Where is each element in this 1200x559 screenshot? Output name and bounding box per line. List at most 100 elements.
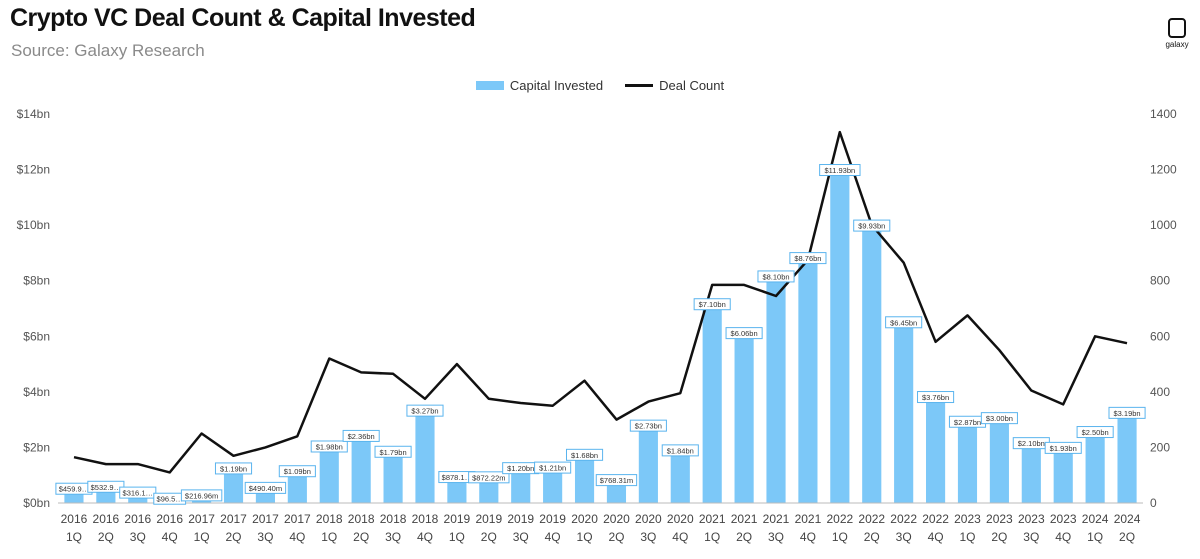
capital-bar: [894, 323, 914, 503]
legend-label-capital: Capital Invested: [509, 78, 604, 93]
data-label: $490.40m: [249, 484, 282, 493]
x-tick-quarter: 3Q: [896, 530, 912, 544]
x-tick-year: 2019: [507, 512, 534, 526]
data-label: $6.06bn: [731, 329, 758, 338]
y-right-tick-label: 1200: [1150, 163, 1177, 177]
data-label-box: [374, 445, 412, 458]
data-label: $1.68bn: [571, 451, 598, 460]
x-tick-year: 2016: [93, 512, 120, 526]
data-label: $1.20bn: [507, 464, 534, 473]
x-tick-quarter: 1Q: [1087, 530, 1103, 544]
x-tick-year: 2020: [603, 512, 630, 526]
y-left-tick-label: $10bn: [17, 218, 50, 232]
x-tick-year: 2021: [731, 512, 758, 526]
x-tick-quarter: 4Q: [800, 530, 816, 544]
y-left-tick-label: $8bn: [23, 274, 50, 288]
x-tick-year: 2022: [890, 512, 917, 526]
x-tick-quarter: 4Q: [928, 530, 944, 544]
legend-item-deals: Deal Count: [625, 78, 724, 93]
x-tick-year: 2023: [954, 512, 981, 526]
x-tick-quarter: 3Q: [768, 530, 784, 544]
data-label: $878.1…: [442, 473, 472, 482]
capital-bar: [543, 469, 563, 503]
x-tick-year: 2020: [667, 512, 694, 526]
data-label-box: [1076, 426, 1114, 439]
data-label-box: [278, 465, 316, 478]
capital-bar: [415, 412, 435, 503]
data-label-box: [629, 419, 667, 432]
data-label: $9.93bn: [858, 222, 885, 231]
capital-bar: [702, 305, 722, 503]
y-left-tick-label: $4bn: [23, 385, 50, 399]
x-tick-quarter: 1Q: [832, 530, 848, 544]
chart-title: Crypto VC Deal Count & Capital Invested: [10, 4, 476, 32]
data-label: $216.96m: [185, 491, 218, 500]
legend-swatch-deals: [625, 84, 654, 87]
x-tick-quarter: 1Q: [704, 530, 720, 544]
data-label: $768.31m: [600, 476, 633, 485]
x-tick-year: 2017: [188, 512, 215, 526]
data-label: $532.9…: [91, 483, 121, 492]
data-label-box: [725, 327, 763, 340]
capital-bar: [638, 427, 658, 503]
data-label-box: [853, 219, 891, 232]
capital-bar: [351, 437, 371, 503]
x-tick-quarter: 1Q: [449, 530, 465, 544]
data-label-box: [119, 486, 157, 499]
x-tick-quarter: 4Q: [672, 530, 688, 544]
x-tick-year: 2017: [252, 512, 279, 526]
capital-bar: [989, 419, 1009, 503]
data-label: $2.10bn: [1018, 439, 1045, 448]
data-label-box: [180, 489, 223, 502]
data-label-box: [244, 481, 287, 494]
capital-bar: [223, 469, 244, 503]
capital-bar: [926, 398, 946, 503]
data-label: $1.98bn: [316, 442, 343, 451]
y-right-tick-label: 1000: [1150, 218, 1177, 232]
data-label: $1.93bn: [1050, 444, 1077, 453]
data-label-box: [917, 391, 955, 404]
capital-bar: [511, 469, 531, 503]
capital-bar: [447, 478, 467, 503]
data-label: $2.50bn: [1082, 428, 1109, 437]
capital-bar: [574, 456, 595, 503]
x-tick-year: 2021: [699, 512, 726, 526]
capital-bar: [734, 334, 754, 503]
x-tick-year: 2021: [795, 512, 822, 526]
x-tick-quarter: 2Q: [736, 530, 752, 544]
x-tick-year: 2016: [61, 512, 88, 526]
capital-bar: [1085, 433, 1105, 503]
y-left-tick-label: $12bn: [17, 163, 50, 177]
chart-legend: Capital Invested Deal Count: [0, 78, 1200, 93]
data-label: $1.21bn: [539, 464, 566, 473]
data-label-box: [406, 404, 444, 417]
x-tick-year: 2018: [412, 512, 439, 526]
data-label: $3.00bn: [986, 414, 1013, 423]
data-label: $3.76bn: [922, 393, 949, 402]
galaxy-logo: galaxy: [1162, 18, 1192, 49]
x-tick-quarter: 2Q: [98, 530, 114, 544]
y-right-tick-label: 0: [1150, 496, 1157, 510]
x-tick-year: 2022: [858, 512, 885, 526]
legend-item-capital: Capital Invested: [475, 78, 604, 93]
data-label-box: [1108, 406, 1146, 419]
x-tick-quarter: 1Q: [66, 530, 82, 544]
y-right-tick-label: 200: [1150, 440, 1170, 454]
galaxy-logo-text: galaxy: [1165, 40, 1189, 49]
y-right-tick-label: 600: [1150, 329, 1170, 343]
data-label: $1.09bn: [284, 467, 311, 476]
y-left-tick-label: $14bn: [17, 107, 50, 121]
data-label-box: [342, 429, 380, 442]
x-tick-quarter: 2Q: [481, 530, 497, 544]
y-right-tick-label: 800: [1150, 274, 1170, 288]
x-tick-year: 2023: [1050, 512, 1077, 526]
capital-bar: [606, 481, 627, 503]
data-label: $2.87bn: [954, 418, 981, 427]
x-tick-year: 2016: [156, 512, 183, 526]
x-tick-year: 2019: [475, 512, 502, 526]
y-left-tick-label: $2bn: [23, 440, 50, 454]
capital-bar: [383, 453, 403, 503]
data-label: $1.84bn: [667, 446, 694, 455]
x-tick-quarter: 1Q: [959, 530, 975, 544]
x-tick-year: 2018: [380, 512, 407, 526]
